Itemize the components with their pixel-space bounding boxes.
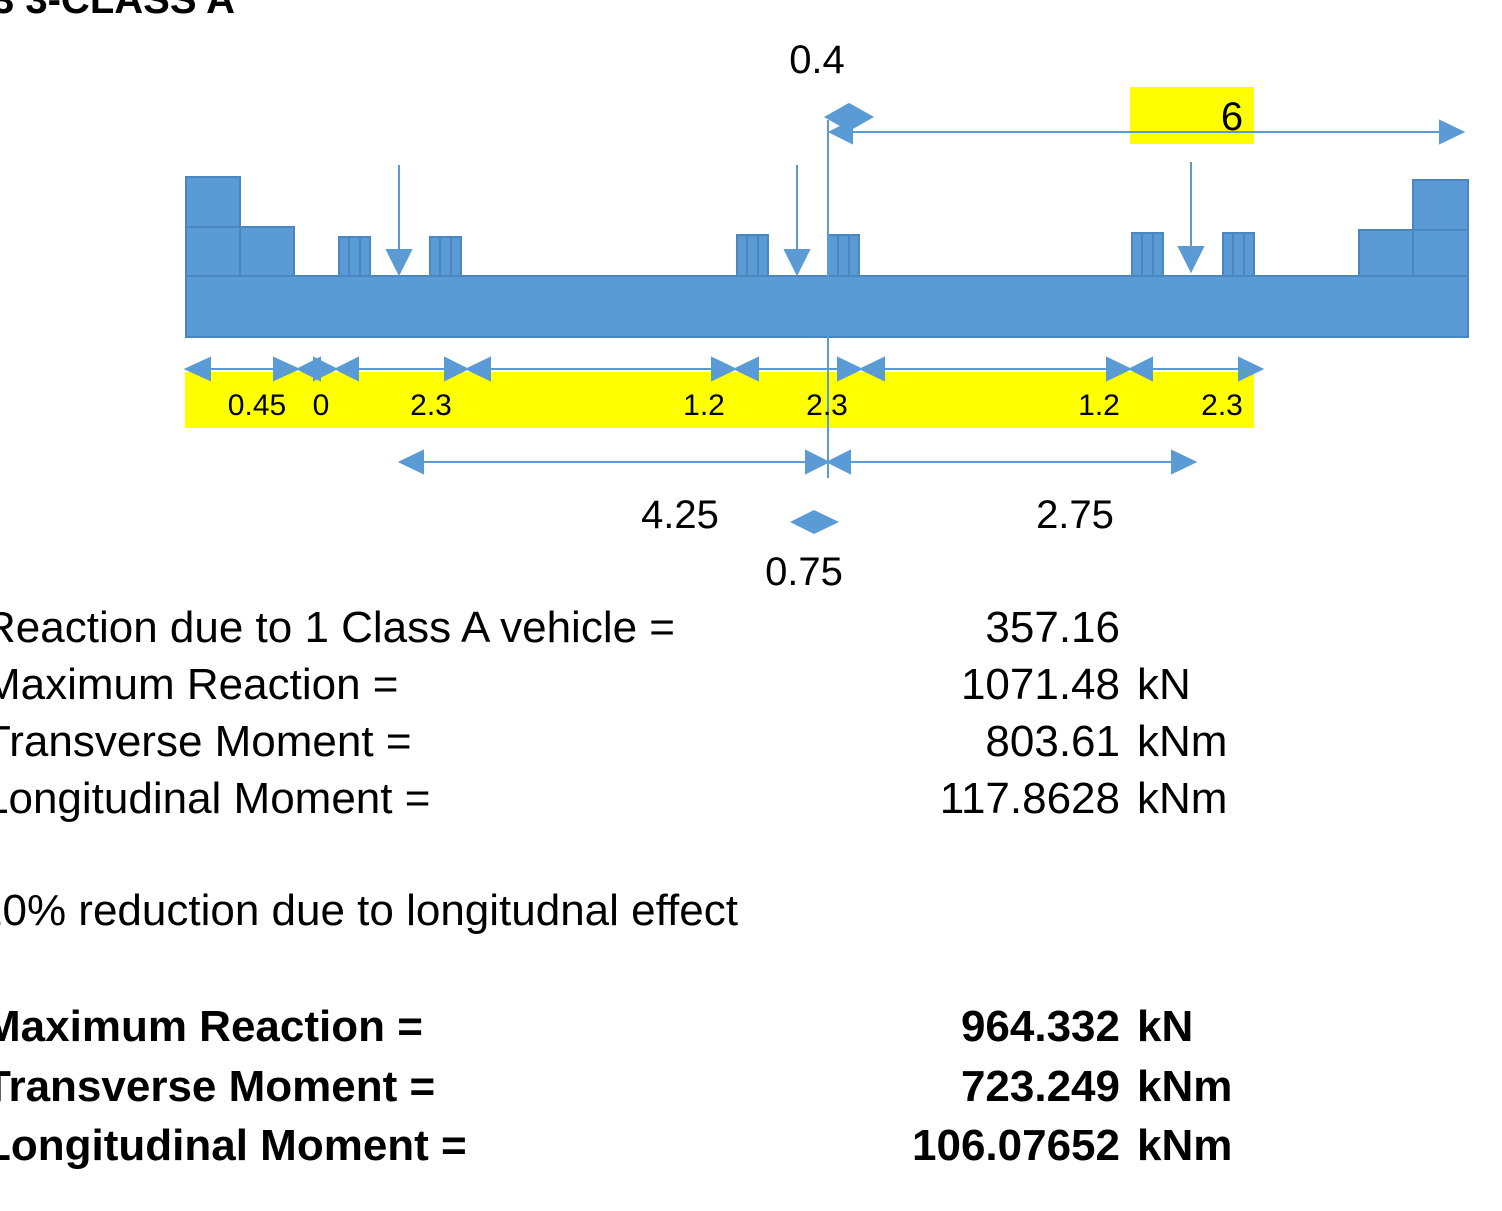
top-span-highlight (1130, 87, 1254, 144)
segment-label: 2.3 (1201, 389, 1243, 422)
result-row: Transverse Moment = 803.61 kNm (0, 716, 1502, 768)
result-unit: kNm (1137, 774, 1228, 823)
right-barrier-lower (1412, 229, 1469, 277)
reduced-unit: kNm (1137, 1121, 1233, 1170)
reduced-unit: kN (1137, 1002, 1194, 1051)
segment-highlight-band (185, 372, 1254, 428)
segment-label: 0.45 (228, 389, 286, 422)
result-label: Longitudinal Moment = (0, 774, 431, 823)
reduced-row: Longitudinal Moment = 106.07652 kNm (0, 1120, 1502, 1172)
bottom-offset-label: 0.75 (765, 550, 843, 594)
deck-cross-section-diagram: 0.4 6 0.45 0 2.3 1.2 2.3 1.2 2.3 4.25 2.… (183, 38, 1469, 594)
wheel (736, 234, 769, 277)
top-dimension (823, 102, 1466, 145)
result-row: Longitudinal Moment = 117.8628 kNm (0, 773, 1502, 825)
section-title: 3 3-CLASS A (0, 0, 236, 22)
reduced-row: Maximum Reaction = 964.332 kN (0, 1001, 1502, 1053)
wheel (338, 236, 371, 277)
load-arrows (385, 162, 1205, 277)
segment-label: 2.3 (410, 389, 452, 422)
wheel (827, 234, 860, 277)
segment-label: 1.2 (683, 389, 725, 422)
result-unit: kN (1137, 660, 1191, 709)
segment-label: 0 (313, 389, 330, 422)
result-label: Maximum Reaction = (0, 660, 399, 709)
top-offset-label: 0.4 (789, 38, 845, 82)
right-kerb (1358, 229, 1414, 277)
reduced-value: 106.07652 (912, 1121, 1120, 1170)
segment-label: 2.3 (806, 389, 848, 422)
result-row: Reaction due to 1 Class A vehicle = 357.… (0, 602, 1502, 654)
left-barrier-lower (185, 226, 241, 277)
wheel-group (338, 232, 1255, 277)
top-span-label: 6 (1221, 95, 1243, 139)
segment-dimensions (183, 356, 1265, 382)
offset-marker (790, 510, 839, 534)
reduced-value: 964.332 (960, 1002, 1120, 1051)
left-barrier-upper (185, 176, 241, 228)
segment-label: 1.2 (1078, 389, 1120, 422)
result-unit: kNm (1137, 717, 1228, 766)
right-barrier-upper (1412, 179, 1469, 231)
reduced-label: Maximum Reaction = (0, 1002, 423, 1051)
result-value: 1071.48 (960, 660, 1120, 709)
reduced-row: Transverse Moment = 723.249 kNm (0, 1061, 1502, 1113)
result-value: 803.61 (985, 717, 1120, 766)
reduced-unit: kNm (1137, 1062, 1233, 1111)
lower-dimension (397, 449, 1198, 475)
left-span-label: 4.25 (641, 493, 719, 537)
result-row: Maximum Reaction = 1071.48 kN (0, 659, 1502, 711)
result-value: 117.8628 (939, 774, 1120, 823)
left-kerb (239, 226, 295, 277)
reduction-note: 10% reduction due to longitudnal effect (0, 886, 738, 935)
wheel (429, 236, 462, 277)
right-span-label: 2.75 (1036, 493, 1114, 537)
reduced-value: 723.249 (960, 1062, 1120, 1111)
wheel (1131, 232, 1164, 277)
result-value: 357.16 (985, 603, 1120, 652)
wheel (1222, 232, 1255, 277)
result-label: Transverse Moment = (0, 717, 412, 766)
reduced-label: Transverse Moment = (0, 1062, 436, 1111)
result-label: Reaction due to 1 Class A vehicle = (0, 603, 675, 652)
reduced-label: Longitudinal Moment = (0, 1121, 467, 1170)
